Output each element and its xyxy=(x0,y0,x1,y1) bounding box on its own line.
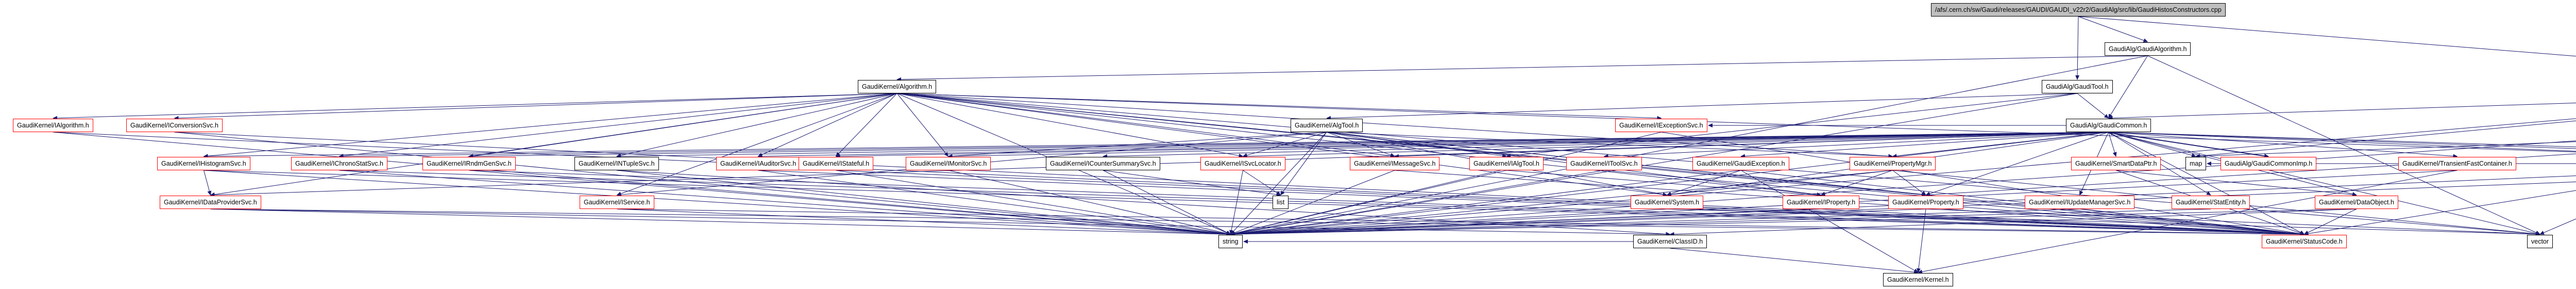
graph-node-gaudicommonimp[interactable]: GaudiAlg/GaudiCommonImp.h xyxy=(2221,157,2317,170)
graph-node-iauditorsvc[interactable]: GaudiKernel/IAuditorSvc.h xyxy=(716,157,801,170)
graph-node-algtool[interactable]: GaudiKernel/AlgTool.h xyxy=(1291,119,1363,132)
graph-node-iservice[interactable]: GaudiKernel/IService.h xyxy=(580,196,654,209)
graph-node-imessagesvc[interactable]: GaudiKernel/IMessageSvc.h xyxy=(1350,157,1440,170)
graph-node-algorithm_h[interactable]: GaudiKernel/Algorithm.h xyxy=(858,80,937,93)
graph-node-string[interactable]: string xyxy=(1218,235,1243,248)
graph-node-transientfastcontainer[interactable]: GaudiKernel/TransientFastContainer.h xyxy=(2398,157,2516,170)
graph-node-ihistogramsvc[interactable]: GaudiKernel/IHistogramSvc.h xyxy=(157,157,250,170)
graph-root-node-root: /afs/.cern.ch/sw/Gaudi/releases/GAUDI/GA… xyxy=(1931,3,2226,17)
graph-node-classid[interactable]: GaudiKernel/ClassID.h xyxy=(1633,235,1707,248)
graph-node-property[interactable]: GaudiKernel/Property.h xyxy=(1888,196,1963,209)
graph-node-icountersummarysvc[interactable]: GaudiKernel/ICounterSummarySvc.h xyxy=(1046,157,1160,170)
graph-node-gaudiexception[interactable]: GaudiKernel/GaudiException.h xyxy=(1692,157,1789,170)
graph-node-ichronostatsvc[interactable]: GaudiKernel/IChronoStatSvc.h xyxy=(291,157,387,170)
graph-node-statuscode[interactable]: GaudiKernel/StatusCode.h xyxy=(2262,235,2347,248)
graph-node-iexceptionsvc[interactable]: GaudiKernel/IExceptionSvc.h xyxy=(1615,119,1707,132)
graph-node-iproperty[interactable]: GaudiKernel/IProperty.h xyxy=(1783,196,1860,209)
graph-node-map[interactable]: map xyxy=(2185,157,2207,170)
graph-node-ialgorithm[interactable]: GaudiKernel/IAlgorithm.h xyxy=(13,119,93,132)
graph-node-istateful[interactable]: GaudiKernel/IStateful.h xyxy=(799,157,874,170)
graph-node-statentity[interactable]: GaudiKernel/StatEntity.h xyxy=(2172,196,2250,209)
graph-node-ialgtool[interactable]: GaudiKernel/IAlgTool.h xyxy=(1469,157,1544,170)
graph-node-gaudicommon[interactable]: GaudiAlg/GaudiCommon.h xyxy=(2066,119,2151,132)
graph-node-system[interactable]: GaudiKernel/System.h xyxy=(1631,196,1704,209)
graph-node-intuplesvc[interactable]: GaudiKernel/INTupleSvc.h xyxy=(574,157,659,170)
graph-node-list[interactable]: list xyxy=(1273,196,1289,209)
graph-node-iconversionsvc[interactable]: GaudiKernel/IConversionSvc.h xyxy=(126,119,223,132)
graph-node-idataprovidersvc[interactable]: GaudiKernel/IDataProviderSvc.h xyxy=(160,196,261,209)
graph-node-isvclocator[interactable]: GaudiKernel/ISvcLocator.h xyxy=(1200,157,1285,170)
graph-node-dataobject[interactable]: GaudiKernel/DataObject.h xyxy=(2315,196,2398,209)
graph-node-iupdatemanagersvc[interactable]: GaudiKernel/IUpdateManagerSvc.h xyxy=(2025,196,2135,209)
graph-node-irndmgensvc[interactable]: GaudiKernel/IRndmGenSvc.h xyxy=(422,157,516,170)
graph-node-smartdataptr[interactable]: GaudiKernel/SmartDataPtr.h xyxy=(2071,157,2161,170)
graph-node-kernel[interactable]: GaudiKernel/Kernel.h xyxy=(1883,273,1953,286)
graph-node-propertymgr[interactable]: GaudiKernel/PropertyMgr.h xyxy=(1850,157,1936,170)
graph-node-vector[interactable]: vector xyxy=(2527,235,2553,248)
graph-node-itoolsvc[interactable]: GaudiKernel/IToolSvc.h xyxy=(1566,157,1642,170)
graph-node-imonitorsvc[interactable]: GaudiKernel/IMonitorSvc.h xyxy=(906,157,991,170)
graph-node-gauditool[interactable]: GaudiAlg/GaudiTool.h xyxy=(2042,80,2113,93)
graph-node-gaudialgorithm[interactable]: GaudiAlg/GaudiAlgorithm.h xyxy=(2105,42,2191,56)
